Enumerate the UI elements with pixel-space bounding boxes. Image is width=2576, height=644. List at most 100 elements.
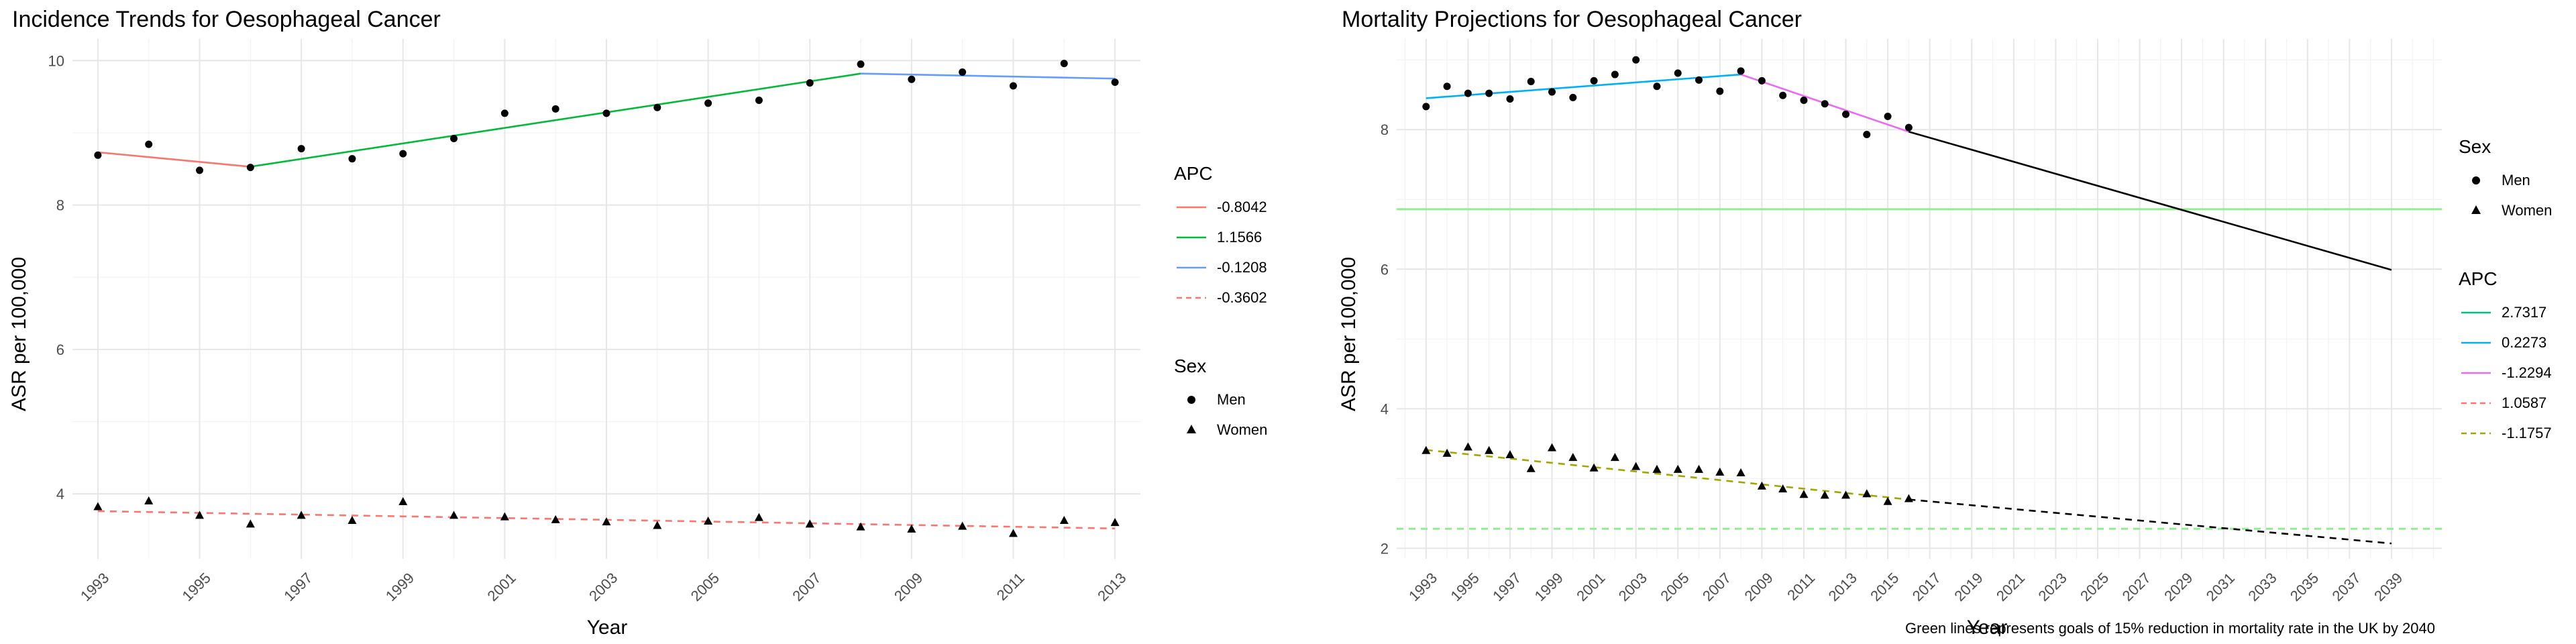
data-point-women xyxy=(144,496,154,504)
data-point-men xyxy=(348,155,356,163)
data-point-women xyxy=(1778,484,1788,492)
data-point-women xyxy=(754,513,763,521)
data-point-men xyxy=(297,145,305,153)
x-tick-label: 2037 xyxy=(2328,570,2363,604)
x-tick-label: 1999 xyxy=(1532,570,1566,604)
data-point-women xyxy=(1715,468,1725,476)
legend-title: Sex xyxy=(2459,136,2491,157)
x-tick-label: 2019 xyxy=(1951,570,1986,604)
x-tick-label: 1999 xyxy=(382,570,417,604)
data-point-men xyxy=(755,96,763,104)
mortality-y-axis-label: ASR per 100,000 xyxy=(1338,257,1360,411)
legend-entry-label: Men xyxy=(2502,172,2530,189)
legend-key-triangle xyxy=(2471,205,2481,214)
x-tick-label: 2023 xyxy=(2035,570,2070,604)
incidence-legend: APC-0.8042 1.1566 -0.1208 -0.3602 Sex Men Wome… xyxy=(1174,163,1267,438)
x-tick-label: 1997 xyxy=(280,570,315,604)
legend-entry-label: -0.1208 xyxy=(1217,259,1267,276)
data-point-women xyxy=(958,521,967,530)
data-point-women xyxy=(347,515,357,524)
data-point-men xyxy=(1111,78,1119,87)
y-tick-label: 8 xyxy=(56,197,64,214)
data-point-women xyxy=(1110,518,1120,527)
data-point-men xyxy=(857,60,865,68)
data-point-women xyxy=(1589,463,1599,472)
data-point-women xyxy=(653,521,662,529)
data-point-women xyxy=(246,519,255,528)
data-point-women xyxy=(1568,453,1578,462)
legend-title: APC xyxy=(2459,268,2498,289)
incidence-y-ticks: 4 6 8 10 xyxy=(48,52,64,502)
x-tick-label: 2001 xyxy=(484,570,519,604)
trend-line xyxy=(1426,449,1909,500)
trend-line xyxy=(1909,131,2392,271)
data-point-women xyxy=(907,524,916,533)
data-point-women xyxy=(1463,442,1472,451)
mortality-x-axis-label: Year xyxy=(1967,616,2008,639)
data-point-women xyxy=(1442,448,1452,457)
data-point-women xyxy=(93,502,103,511)
incidence-points xyxy=(93,60,1120,537)
data-point-men xyxy=(1695,76,1703,84)
legend-entry-label: -0.3602 xyxy=(1217,289,1267,306)
y-tick-label: 6 xyxy=(56,341,64,358)
legend-key-triangle xyxy=(1187,425,1196,433)
data-point-women xyxy=(1631,462,1641,470)
data-point-men xyxy=(1716,87,1724,95)
x-tick-label: 1997 xyxy=(1489,570,1524,604)
legend-entry-label: 2.7317 xyxy=(2502,304,2546,321)
data-point-men xyxy=(1506,95,1514,103)
data-point-women xyxy=(1548,443,1557,451)
data-point-men xyxy=(450,135,458,143)
mortality-gridlines xyxy=(1397,39,2442,559)
data-point-women xyxy=(1610,453,1619,462)
y-tick-label: 6 xyxy=(1381,261,1389,278)
data-point-women xyxy=(398,496,408,505)
data-point-men xyxy=(94,151,102,159)
data-point-men xyxy=(1443,83,1451,91)
y-tick-label: 2 xyxy=(1381,540,1389,557)
data-point-women xyxy=(1008,529,1018,537)
data-point-women xyxy=(1799,490,1809,498)
legend-entry-label: Men xyxy=(1217,391,1246,408)
data-point-women xyxy=(1526,464,1536,472)
data-point-women xyxy=(1673,464,1682,473)
data-point-men xyxy=(1527,77,1535,85)
mortality-caption: Green lines represents goals of 15% redu… xyxy=(1905,620,2435,637)
data-point-men xyxy=(1653,83,1661,91)
data-point-men xyxy=(959,68,967,76)
legend-entry-label: -0.8042 xyxy=(1217,199,1267,215)
x-tick-label: 2029 xyxy=(2161,570,2196,604)
x-tick-label: 2025 xyxy=(2077,570,2112,604)
x-tick-label: 2031 xyxy=(2203,570,2238,604)
trend-line xyxy=(250,72,861,168)
data-point-women xyxy=(1841,490,1851,499)
data-point-women xyxy=(1736,468,1746,477)
data-point-women xyxy=(1485,445,1494,454)
data-point-men xyxy=(1548,88,1556,96)
legend-title: APC xyxy=(1174,163,1213,184)
x-tick-label: 2011 xyxy=(994,570,1028,604)
data-point-men xyxy=(1884,112,1892,120)
data-point-men xyxy=(908,75,916,83)
incidence-panel: Incidence Trends for Oesophageal Cancer … xyxy=(8,7,1267,639)
x-tick-label: 2017 xyxy=(1909,570,1944,604)
x-tick-label: 2005 xyxy=(1657,570,1692,604)
x-tick-label: 2013 xyxy=(1825,570,1860,604)
data-point-men xyxy=(653,103,661,111)
data-point-men xyxy=(806,79,814,87)
mortality-points xyxy=(1421,56,1913,505)
data-point-men xyxy=(1632,56,1640,64)
data-point-men xyxy=(1821,100,1829,108)
data-point-women xyxy=(195,511,205,519)
data-point-women xyxy=(1421,445,1431,454)
trend-line xyxy=(1426,73,1741,99)
mortality-trend-lines xyxy=(1426,73,2392,545)
legend-entry-label: -1.2294 xyxy=(2502,364,2552,381)
x-tick-label: 2035 xyxy=(2287,570,2322,604)
data-point-men xyxy=(1611,70,1619,78)
x-tick-label: 1995 xyxy=(179,570,214,604)
mortality-panel: Mortality Projections for Oesophageal Ca… xyxy=(1338,7,2552,639)
x-tick-label: 2009 xyxy=(1741,570,1776,604)
